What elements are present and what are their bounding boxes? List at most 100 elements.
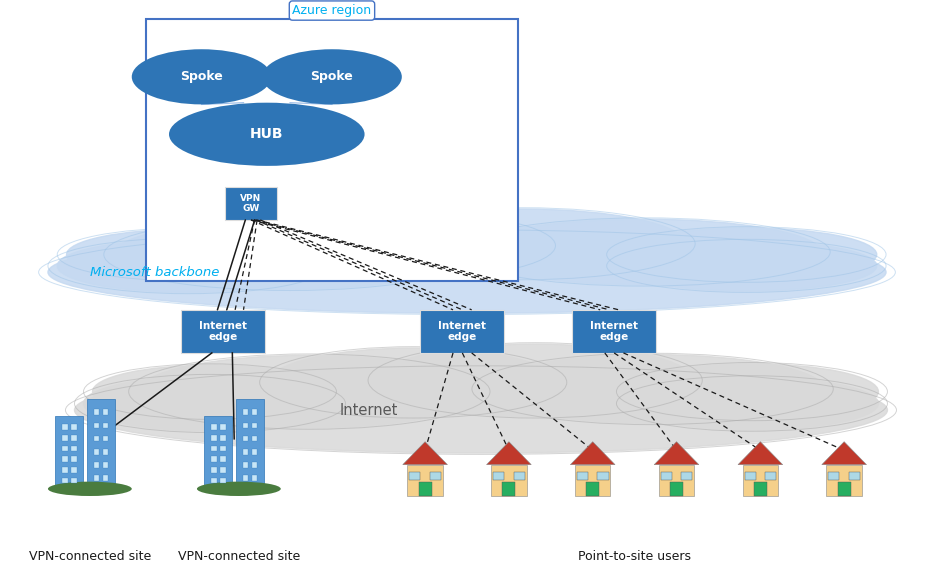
Bar [407,465,443,496]
Bar [670,482,683,496]
Text: Microsoft backbone: Microsoft backbone [90,266,219,279]
Bar [430,472,441,480]
Bar [93,475,99,481]
Bar [220,456,226,462]
Text: Internet
edge: Internet edge [590,321,638,342]
Bar [765,472,776,480]
Bar [236,399,264,490]
FancyBboxPatch shape [573,310,656,353]
Ellipse shape [83,376,336,431]
Bar [493,472,504,480]
Ellipse shape [262,49,402,105]
Ellipse shape [248,213,546,278]
Ellipse shape [626,377,878,430]
Text: VPN
GW: VPN GW [240,193,262,213]
Bar [211,456,217,462]
Bar [660,472,672,480]
Bar [87,399,115,490]
Ellipse shape [113,220,467,289]
Bar [514,472,525,480]
Polygon shape [487,442,531,465]
Bar [243,449,248,454]
Bar [681,472,692,480]
Bar [252,475,258,481]
Bar [211,435,217,440]
Ellipse shape [616,241,877,291]
Text: Internet
edge: Internet edge [199,321,247,342]
Ellipse shape [197,482,281,496]
Bar [103,422,108,428]
Bar [220,446,226,451]
Bar [211,446,217,451]
Ellipse shape [377,344,693,417]
Bar [93,449,99,454]
Text: Spoke: Spoke [180,70,223,83]
Ellipse shape [75,367,887,453]
Bar [252,462,258,468]
Bar [103,475,108,481]
Bar [502,482,516,496]
FancyBboxPatch shape [181,310,265,353]
Bar [252,410,258,415]
Bar [252,449,258,454]
Ellipse shape [48,482,132,496]
Text: VPN-connected site: VPN-connected site [29,550,151,563]
Bar [587,482,600,496]
Text: Internet: Internet [340,403,399,418]
Ellipse shape [169,103,364,166]
Bar [828,472,840,480]
Bar [754,482,767,496]
Bar [103,449,108,454]
Bar [205,416,233,490]
Polygon shape [571,442,616,465]
Bar [744,472,756,480]
Bar [220,435,226,440]
Bar [103,410,108,415]
Bar [71,424,77,430]
Text: Internet
edge: Internet edge [438,321,487,342]
Text: HUB: HUB [250,127,284,141]
Bar [849,472,860,480]
Ellipse shape [57,239,318,292]
Ellipse shape [467,219,821,285]
Polygon shape [654,442,699,465]
Bar [838,482,851,496]
Polygon shape [822,442,867,465]
Bar [658,465,694,496]
Bar [103,462,108,468]
Bar [62,424,67,430]
Bar [71,456,77,462]
Ellipse shape [360,209,686,278]
Bar [93,410,99,415]
Bar [491,465,527,496]
Ellipse shape [92,365,328,418]
FancyBboxPatch shape [225,187,276,220]
Bar [71,446,77,451]
Bar [220,478,226,483]
Bar [62,467,67,473]
Bar [418,482,432,496]
Bar [243,422,248,428]
Bar [827,465,862,496]
Ellipse shape [48,231,886,313]
Bar [93,422,99,428]
Polygon shape [403,442,447,465]
Ellipse shape [137,355,481,428]
Bar [243,475,248,481]
Bar [71,435,77,440]
FancyBboxPatch shape [146,19,518,281]
Bar [93,462,99,468]
Bar [252,436,258,442]
Ellipse shape [626,364,878,419]
Bar [62,435,67,440]
Bar [62,446,67,451]
Bar [62,478,67,483]
Bar [93,436,99,442]
Bar [103,436,108,442]
Bar [243,410,248,415]
Bar [71,467,77,473]
Bar [55,416,83,490]
Bar [220,424,226,430]
Bar [252,422,258,428]
Text: Point-to-site users: Point-to-site users [578,550,691,563]
